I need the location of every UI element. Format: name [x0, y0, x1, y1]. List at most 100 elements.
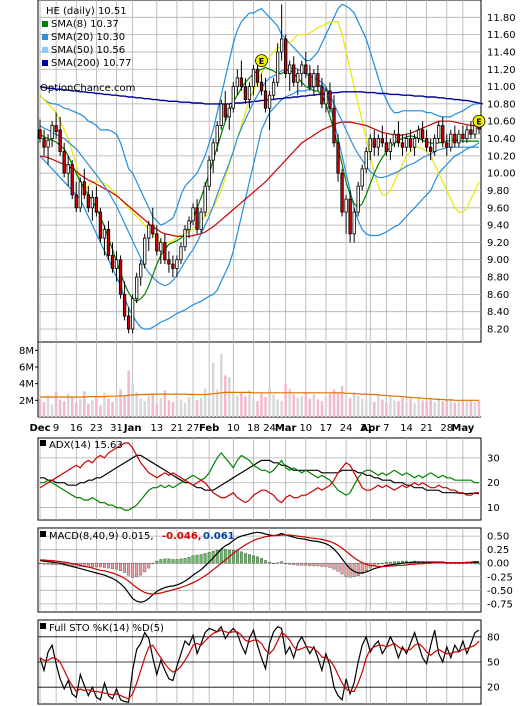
volume-bar: [248, 390, 251, 417]
price-tick-label: 9.20: [487, 238, 509, 249]
volume-bar: [79, 398, 82, 417]
sma-yellow-line: [39, 21, 480, 243]
macd-histogram-bar: [380, 563, 384, 564]
volume-bar: [224, 375, 227, 417]
macd-histogram-bar: [292, 563, 296, 566]
candle-body: [147, 224, 151, 239]
candle-body: [110, 255, 115, 269]
macd-panel: [37, 527, 482, 613]
earnings-marker-glyph: E: [259, 57, 264, 66]
candle-body: [54, 125, 58, 133]
legend-label: SMA(8) 10.37: [51, 19, 119, 30]
candle-body: [284, 38, 288, 74]
macd-histogram-bar: [280, 561, 284, 564]
volume-bar: [111, 402, 114, 417]
macd-histogram-bar: [320, 563, 324, 567]
macd-histogram-value: 0.061: [203, 531, 235, 542]
volume-bar: [356, 396, 360, 417]
volume-bar: [42, 402, 46, 417]
volume-bar: [62, 401, 66, 417]
adx-swatch: [40, 440, 46, 446]
chart-marks: EE: [38, 3, 486, 704]
macd-histogram-bar: [272, 563, 276, 564]
volume-bar: [405, 402, 408, 417]
candle-body: [404, 138, 409, 148]
candle-body: [243, 86, 248, 100]
macd-histogram-bar: [94, 563, 98, 568]
macd-histogram-bar: [215, 550, 219, 564]
volume-bar: [328, 393, 332, 417]
volume-tick-label: 2M: [19, 396, 34, 407]
macd-series-1-line: [40, 534, 479, 595]
macd-histogram-bar: [46, 563, 50, 565]
chart-text: 8.20 8.40 8.60 8.80 9.00 9.20 9.40 9.60 9.80 10.0…: [19, 6, 516, 694]
volume-bar: [244, 396, 247, 417]
macd-histogram-bar: [143, 563, 147, 573]
legend-label: SMA(20) 10.30: [51, 32, 125, 43]
stochastic-series-0-line: [39, 625, 480, 704]
candle-body: [175, 259, 179, 269]
candle-body: [280, 38, 284, 53]
macd-histogram-bar: [183, 558, 187, 564]
legend-label: SMA(50) 10.56: [51, 45, 125, 56]
macd-histogram-bar: [312, 563, 316, 567]
candle-body: [445, 142, 449, 148]
macd-histogram-bar: [328, 563, 332, 568]
volume-bar: [66, 393, 70, 417]
candle-body: [130, 298, 135, 330]
volume-bar: [397, 401, 400, 417]
date-label: 7: [383, 423, 389, 434]
candle-body: [380, 138, 384, 144]
volume-bar: [276, 399, 279, 417]
macd-histogram-bar: [396, 561, 400, 564]
macd-histogram-bar: [332, 563, 336, 570]
volume-bar: [123, 395, 126, 417]
volume-bar: [445, 400, 449, 417]
macd-histogram-bar: [336, 563, 340, 572]
candle-body: [308, 73, 312, 87]
price-tick-label: 10.20: [487, 151, 516, 162]
sma8-line: [39, 66, 479, 303]
volume-bar: [437, 397, 440, 417]
volume-bar: [87, 403, 90, 417]
adx-series-1-line: [40, 451, 479, 511]
macd-histogram-bar: [392, 561, 396, 564]
volume-bar: [385, 402, 388, 417]
volume-bar: [461, 400, 465, 417]
macd-histogram-bar: [457, 563, 461, 564]
volume-bar: [340, 386, 344, 417]
macd-histogram-bar: [103, 563, 106, 568]
sma20-line: [39, 66, 479, 287]
macd-histogram-bar: [54, 563, 58, 566]
candle-body: [187, 220, 191, 230]
candle-body: [332, 107, 336, 144]
volume-bar: [449, 398, 453, 417]
candle-body: [219, 103, 223, 126]
candle-body: [356, 185, 360, 213]
volume-bar: [465, 401, 469, 417]
candle-body: [251, 68, 256, 87]
candle-body: [155, 233, 159, 252]
date-label: Dec: [30, 423, 51, 434]
legend-swatch: [42, 60, 48, 66]
price-tick-label: 10.80: [487, 99, 516, 110]
date-label: Jan: [123, 423, 142, 434]
adx-tick-label: 30: [487, 453, 500, 464]
candle-body: [86, 194, 90, 209]
macd-histogram-bar: [268, 561, 272, 564]
macd-histogram-bar: [384, 561, 388, 564]
macd-histogram-bar: [243, 553, 247, 564]
date-label: 27: [187, 423, 200, 434]
volume-bar: [284, 383, 287, 417]
legend-swatch: [42, 21, 48, 27]
macd-histogram-bar: [115, 563, 118, 570]
candle-body: [171, 263, 175, 269]
macd-histogram-bar: [203, 553, 207, 564]
macd-histogram-bar: [219, 548, 223, 564]
volume-bar: [203, 388, 207, 417]
macd-histogram-bar: [276, 562, 280, 564]
volume-bar: [369, 397, 372, 417]
candle-body: [372, 138, 376, 148]
macd-histogram-bar: [324, 563, 328, 567]
